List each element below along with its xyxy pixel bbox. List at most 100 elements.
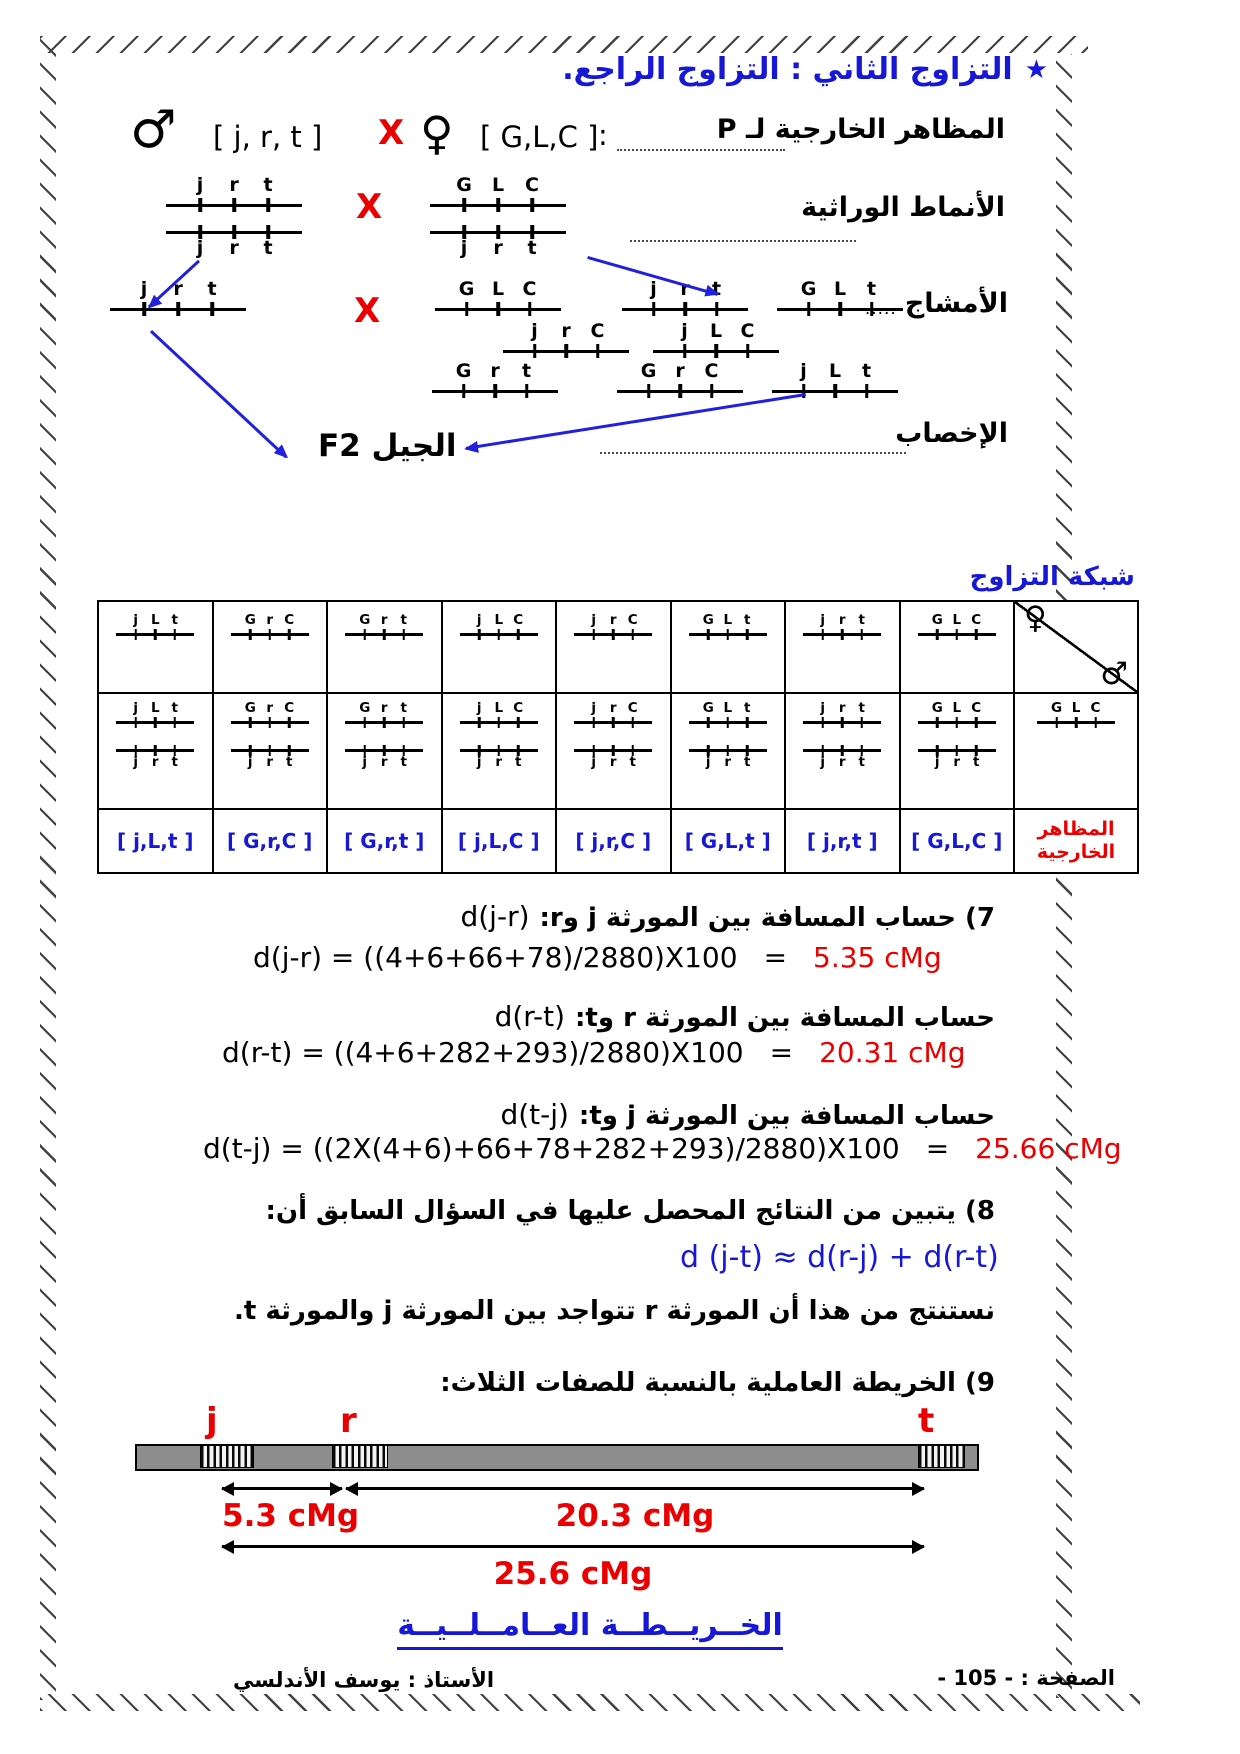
- cross-symbol: X: [356, 187, 383, 227]
- chromosome-line: [230, 717, 309, 728]
- calc-result: 20.31 cMg: [819, 1036, 966, 1069]
- gene-locus-band-r: [332, 1445, 388, 1468]
- chromosome-tick: [833, 384, 837, 398]
- chromosome-tick: [478, 717, 481, 728]
- q8-text: 8) يتبين من النتائج المحصل عليها في السؤ…: [265, 1196, 995, 1226]
- gene-label: t: [744, 700, 751, 716]
- gene-label: t: [527, 237, 537, 259]
- chromosome-tick: [860, 717, 863, 728]
- dotted-leader: .....: [864, 299, 897, 319]
- gene-label: t: [400, 754, 407, 770]
- chromosome-tick: [1074, 717, 1078, 728]
- chromosome-tick: [838, 302, 842, 316]
- chromosome-line: [430, 198, 566, 212]
- chromosome-tick: [841, 717, 844, 728]
- chromosome-line: [116, 629, 195, 640]
- chromosome-tick: [249, 745, 252, 756]
- gametes-label: الأمشاج: [904, 288, 1008, 319]
- chromosome-tick: [955, 745, 958, 756]
- gene-label: L: [952, 612, 962, 628]
- gene-label: C: [740, 320, 755, 342]
- q7-formula-tj: d(t-j): [500, 1098, 569, 1131]
- chromosome-line: [803, 745, 882, 756]
- gene-label: r: [838, 754, 846, 770]
- chromosome-tick: [746, 717, 749, 728]
- map-section-heading: الخــريــطــة العــامــلــيــة: [378, 1608, 802, 1650]
- q7-text-jr: 7) حساب المسافة بين المورثة j وr:: [539, 903, 996, 933]
- phenotype-cell: [ j,r,C ]: [557, 810, 670, 872]
- chromosome-tick: [496, 302, 500, 316]
- chromosome-tick: [726, 745, 729, 756]
- gene-label: j: [362, 754, 368, 770]
- phenotype-label: [ G,r,t ]: [344, 829, 425, 853]
- chromosome-line: [459, 629, 538, 640]
- gene-label: G: [456, 174, 472, 196]
- chromosome-tick: [493, 384, 497, 398]
- chromosome-tick: [532, 344, 537, 358]
- map-section-heading-text: الخــريــطــة العــامــلــيــة: [397, 1608, 783, 1650]
- phenotype-cell: [ j,L,t ]: [99, 810, 212, 872]
- gene-label: G: [458, 278, 475, 300]
- chromosome-tick: [288, 745, 291, 756]
- cross-symbol: X: [378, 113, 405, 153]
- phenotype-header-text: الخارجية: [1036, 841, 1116, 863]
- chromosome-tick: [198, 225, 202, 239]
- gene-label: r: [609, 700, 617, 716]
- gene-label: t: [744, 754, 751, 770]
- chromosome-tick: [975, 717, 978, 728]
- phenotype-label: [ j,r,t ]: [806, 829, 878, 853]
- chromosome-line: [1037, 717, 1115, 728]
- q7-heading-rt: حساب المسافة بين المورثة r وt: d(r-t): [495, 1000, 995, 1033]
- q8-conclusion: نستنتج من هذا أن المورثة r تتواجد بين ال…: [233, 1296, 995, 1326]
- calc-result: 5.35 cMg: [813, 941, 942, 974]
- gene-label: r: [266, 612, 274, 628]
- gene-label: r: [838, 612, 846, 628]
- chromosome-tick: [232, 225, 236, 239]
- chromosome-line: [772, 384, 898, 398]
- gene-label: L: [828, 360, 842, 382]
- chromosome-tick: [266, 225, 270, 239]
- gene-label: t: [171, 754, 178, 770]
- gene-label: r: [493, 237, 503, 259]
- chromosome-tick: [631, 717, 634, 728]
- gene-label: r: [561, 320, 571, 342]
- gene-label: t: [400, 612, 407, 628]
- gene-locus-band-j: [200, 1445, 254, 1468]
- phenotype-cell: [ j,L,C ]: [442, 810, 555, 872]
- q7-heading-jr: 7) حساب المسافة بين المورثة j وr: d(j-r): [460, 900, 995, 933]
- chromosome-tick: [714, 302, 719, 316]
- phenotype-cell: [ j,r,t ]: [786, 810, 899, 872]
- chromosome-line: [230, 745, 309, 756]
- chromosome-tick: [595, 344, 600, 358]
- chromosome-tick: [462, 225, 466, 239]
- chromosome-tick: [154, 717, 157, 728]
- chromosome-tick: [464, 302, 469, 316]
- equals-sign: =: [925, 1132, 950, 1165]
- gene-label: C: [971, 612, 982, 628]
- page-number: الصفحة : - 105 -: [937, 1666, 1115, 1690]
- chromosome-line: [430, 225, 566, 239]
- gene-label: j: [133, 754, 139, 770]
- gene-label: G: [359, 612, 371, 628]
- phenotype-label: [ G,L,t ]: [684, 829, 771, 853]
- gene-label: t: [171, 700, 178, 716]
- chromosome-tick: [860, 629, 863, 640]
- gene-label: t: [629, 754, 636, 770]
- gene-label: j: [133, 612, 139, 628]
- phenotype-cell: [ G,L,C ]: [900, 810, 1013, 872]
